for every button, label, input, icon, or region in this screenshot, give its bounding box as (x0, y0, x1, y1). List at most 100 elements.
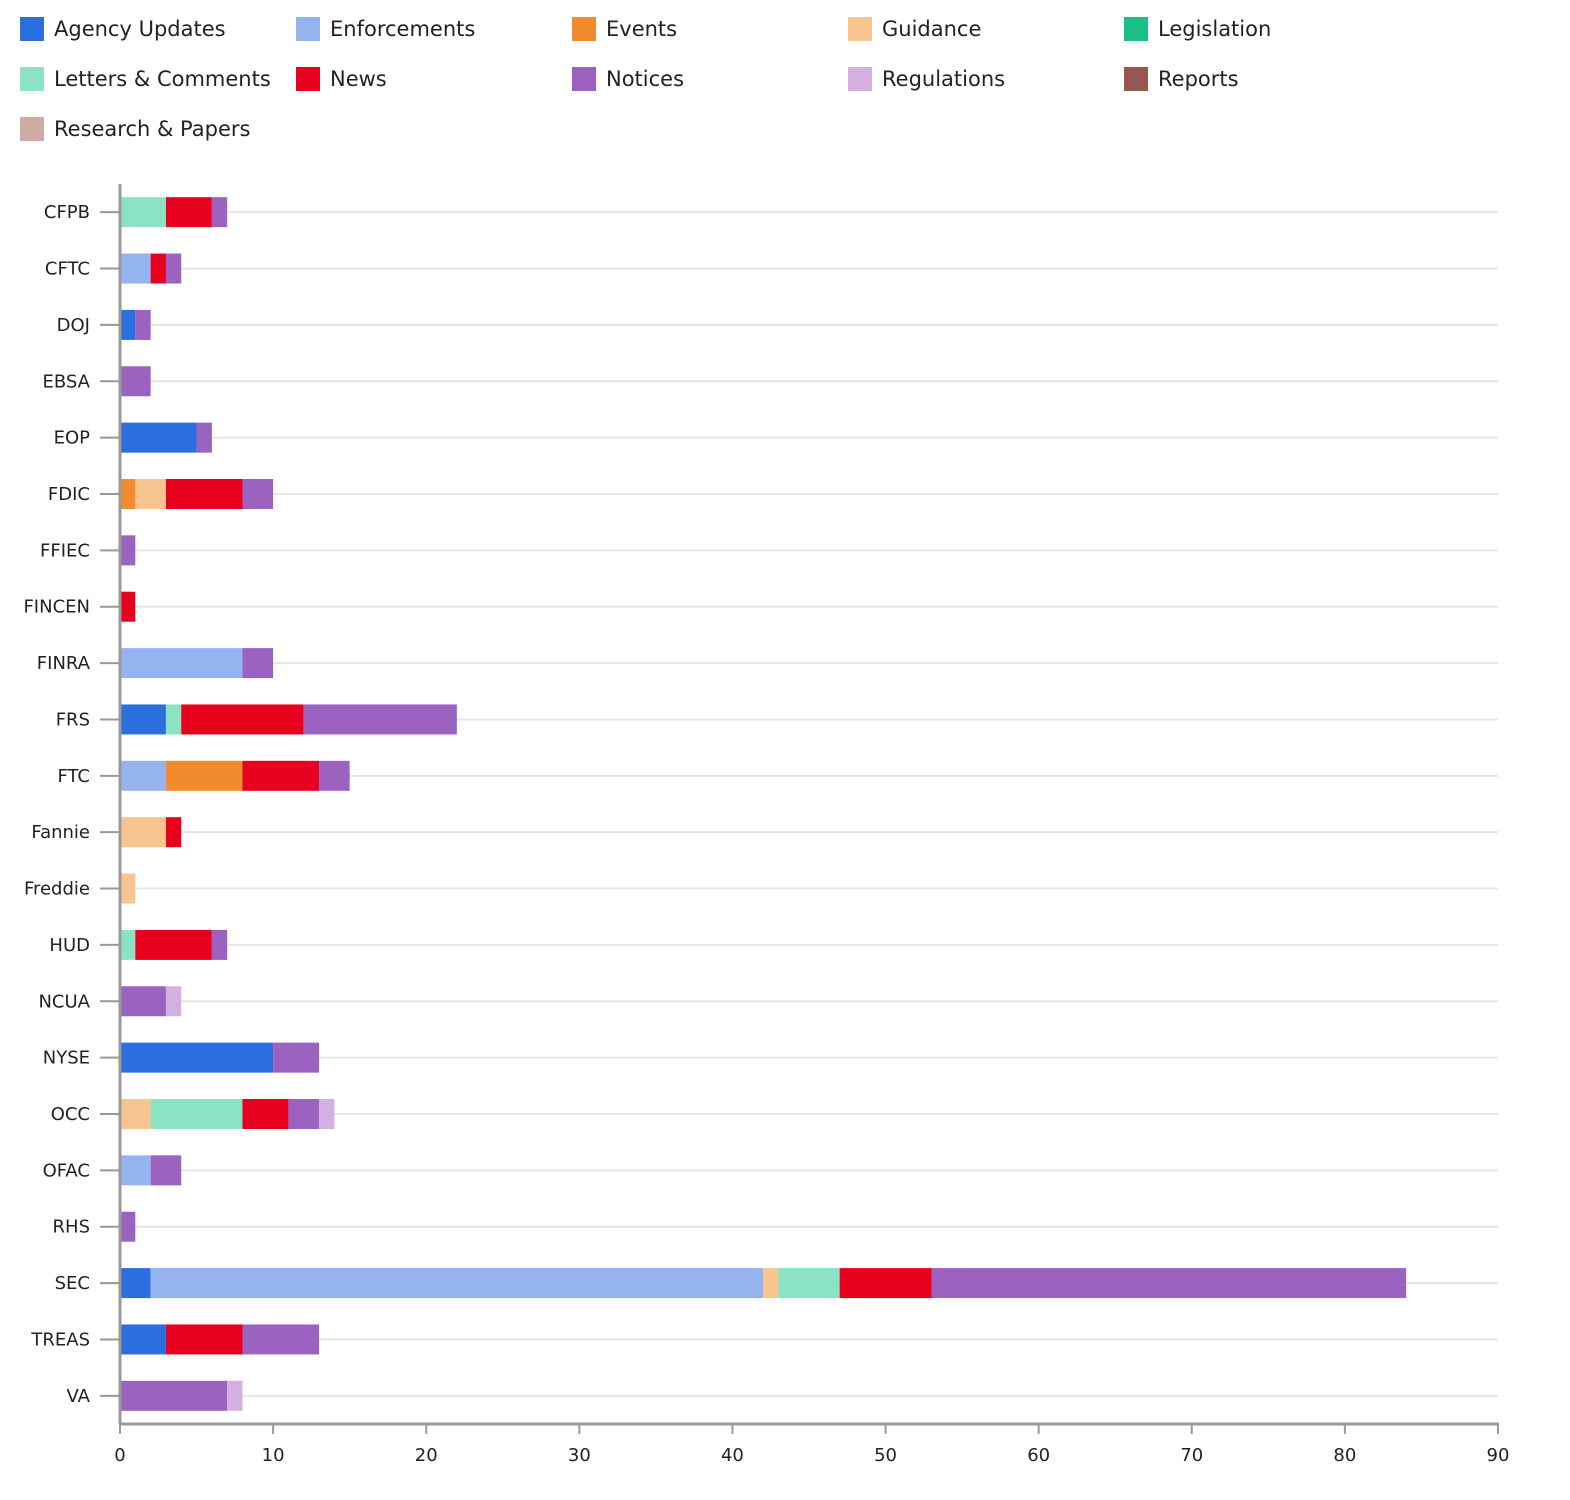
legend-item-agency-updates[interactable]: Agency Updates (20, 16, 226, 42)
legend-item-reports[interactable]: Reports (1124, 66, 1239, 92)
bar-occ-guidance (120, 1099, 151, 1129)
y-tick-label: EBSA (43, 371, 91, 392)
bar-doj-notices (135, 309, 151, 340)
x-tick-label: 50 (874, 1445, 897, 1466)
legend-item-notices[interactable]: Notices (572, 66, 684, 92)
y-tick-label: HUD (49, 935, 90, 956)
bar-cfpb-notices (211, 197, 228, 228)
bar-treas-agency-updates (120, 1324, 166, 1355)
bar-cfpb-news (165, 197, 212, 228)
y-tick-label: VA (67, 1386, 91, 1407)
legend-swatch (572, 17, 596, 41)
y-tick-label: TREAS (30, 1329, 90, 1350)
legend-label: Legislation (1158, 17, 1272, 41)
legend-label: Events (606, 17, 678, 41)
bar-frs-news (181, 704, 304, 735)
legend-label: Notices (606, 67, 685, 91)
legend-swatch (572, 67, 596, 91)
legend-item-guidance[interactable]: Guidance (848, 16, 981, 42)
legend-label: Agency Updates (54, 17, 226, 41)
legend-label: Research & Papers (54, 117, 251, 141)
bar-ebsa-notices (120, 366, 151, 397)
bar-occ-regulations (319, 1099, 335, 1129)
bar-sec-agency-updates (120, 1268, 151, 1299)
bar-nyse-agency-updates (120, 1042, 274, 1073)
legend-label: Guidance (882, 17, 982, 41)
bar-sec-news (839, 1268, 932, 1299)
bar-fdic-events (120, 479, 136, 509)
bar-fdic-guidance (135, 479, 166, 509)
y-tick-label: CFPB (44, 202, 90, 223)
bar-ofac-enforcements (120, 1155, 151, 1186)
x-tick-label: 20 (415, 1445, 438, 1466)
bar-treas-notices (242, 1324, 320, 1355)
legend-swatch (848, 17, 872, 41)
legend-item-news[interactable]: News (296, 66, 387, 92)
bar-cftc-news (150, 253, 166, 284)
bar-va-regulations (227, 1380, 243, 1411)
legend-swatch (296, 17, 320, 41)
y-tick-label: FINRA (37, 653, 91, 674)
y-tick-label: DOJ (57, 315, 90, 336)
bar-occ-notices (288, 1099, 320, 1129)
legend-item-regulations[interactable]: Regulations (848, 66, 1005, 92)
bar-treas-news (165, 1324, 243, 1355)
x-tick-label: 60 (1027, 1445, 1050, 1466)
bar-occ-letters-and-comments (150, 1099, 243, 1129)
bar-fincen-news (120, 591, 136, 622)
legend-item-events[interactable]: Events (572, 16, 677, 42)
bar-ftc-enforcements (120, 760, 166, 791)
legend-label: News (330, 67, 387, 91)
bar-cftc-notices (165, 253, 182, 284)
bar-ftc-news (242, 760, 320, 791)
bar-ftc-notices (319, 760, 350, 791)
y-tick-label: SEC (55, 1273, 90, 1294)
x-tick-label: 10 (262, 1445, 285, 1466)
legend-swatch (1124, 67, 1148, 91)
y-tick-label: FDIC (48, 484, 90, 505)
legend-label: Letters & Comments (54, 67, 271, 91)
y-tick-label: FRS (56, 709, 90, 730)
x-tick-label: 70 (1180, 1445, 1203, 1466)
legend-item-letters-and-comments[interactable]: Letters & Comments (20, 66, 271, 92)
y-tick-label: Freddie (24, 879, 90, 900)
bar-fdic-notices (242, 479, 274, 509)
legend-swatch (20, 67, 44, 91)
x-tick-label: 0 (114, 1445, 125, 1466)
legend-item-legislation[interactable]: Legislation (1124, 16, 1271, 42)
bar-ofac-notices (150, 1155, 182, 1186)
x-tick-label: 30 (568, 1445, 591, 1466)
bar-freddie-guidance (120, 873, 136, 904)
bar-hud-notices (211, 929, 228, 960)
bar-va-notices (120, 1380, 228, 1411)
bar-finra-enforcements (120, 648, 243, 679)
bar-frs-agency-updates (120, 704, 166, 735)
bar-fannie-news (165, 817, 182, 848)
bar-sec-enforcements (150, 1268, 764, 1299)
legend-swatch (20, 117, 44, 141)
bar-ffiec-notices (120, 535, 136, 566)
legend-swatch (296, 67, 320, 91)
legend-item-enforcements[interactable]: Enforcements (296, 16, 475, 42)
x-tick-label: 40 (721, 1445, 744, 1466)
bar-frs-letters-and-comments (165, 704, 182, 735)
bar-sec-letters-and-comments (778, 1268, 840, 1299)
y-tick-label: FFIEC (40, 540, 90, 561)
y-tick-label: RHS (53, 1217, 90, 1238)
bar-eop-agency-updates (120, 422, 197, 453)
bar-ftc-events (165, 760, 243, 791)
bar-fannie-guidance (120, 817, 166, 848)
y-tick-label: FTC (57, 766, 90, 787)
bar-finra-notices (242, 648, 274, 679)
bar-frs-notices (303, 704, 457, 735)
bar-cfpb-letters-and-comments (120, 197, 166, 228)
y-tick-label: CFTC (45, 259, 90, 280)
legend-swatch (1124, 17, 1148, 41)
bar-fdic-news (165, 479, 243, 509)
legend-item-research-and-papers[interactable]: Research & Papers (20, 116, 250, 142)
legend-label: Reports (1158, 67, 1239, 91)
legend-label: Enforcements (330, 17, 476, 41)
bar-nyse-notices (273, 1042, 320, 1073)
bar-sec-guidance (763, 1268, 779, 1299)
